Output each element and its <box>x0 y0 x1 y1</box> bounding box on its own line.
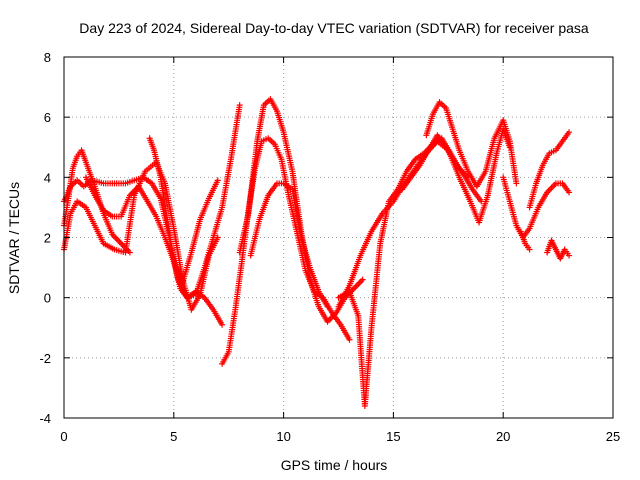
y-tick-label: 8 <box>44 50 51 65</box>
series-15 <box>517 228 533 253</box>
y-tick-label: 2 <box>44 231 51 246</box>
series-5 <box>146 102 243 301</box>
data-point <box>346 336 353 343</box>
data-point <box>566 189 573 196</box>
data-point <box>219 321 226 328</box>
series-9 <box>335 135 472 409</box>
y-tick-label: 4 <box>44 170 51 185</box>
x-tick-label: 0 <box>60 429 67 444</box>
grid-lines <box>64 57 613 418</box>
chart-title: Day 223 of 2024, Sidereal Day-to-day VTE… <box>79 20 589 36</box>
y-tick-label: -2 <box>39 351 51 366</box>
data-point <box>359 276 366 283</box>
data-point <box>566 252 573 259</box>
data-point <box>513 180 520 187</box>
data-point <box>324 303 331 310</box>
x-tick-label: 15 <box>386 429 400 444</box>
data-point <box>526 246 533 253</box>
series-14 <box>526 129 573 211</box>
series-16 <box>544 237 573 262</box>
series-8 <box>247 180 331 310</box>
data-point <box>566 129 573 136</box>
series-13 <box>500 174 573 241</box>
data-point <box>214 177 221 184</box>
y-axis-label: SDTVAR / TECUs <box>6 182 22 294</box>
series-12 <box>399 132 485 205</box>
y-tick-label: 0 <box>44 291 51 306</box>
axis-ticks: 0 5 10 15 20 25 -4 -2 0 2 4 6 8 <box>39 50 620 444</box>
data-point <box>236 102 243 109</box>
y-tick-label: -4 <box>39 411 51 426</box>
data-point <box>478 198 485 205</box>
x-tick-label: 5 <box>170 429 177 444</box>
series-4 <box>82 174 221 286</box>
x-tick-label: 10 <box>276 429 290 444</box>
x-tick-label: 25 <box>606 429 620 444</box>
y-tick-label: 6 <box>44 110 51 125</box>
x-tick-label: 20 <box>496 429 510 444</box>
plot-frame <box>63 56 614 419</box>
series-11 <box>423 99 520 190</box>
x-axis-label: GPS time / hours <box>281 457 388 473</box>
data-points <box>61 96 573 409</box>
